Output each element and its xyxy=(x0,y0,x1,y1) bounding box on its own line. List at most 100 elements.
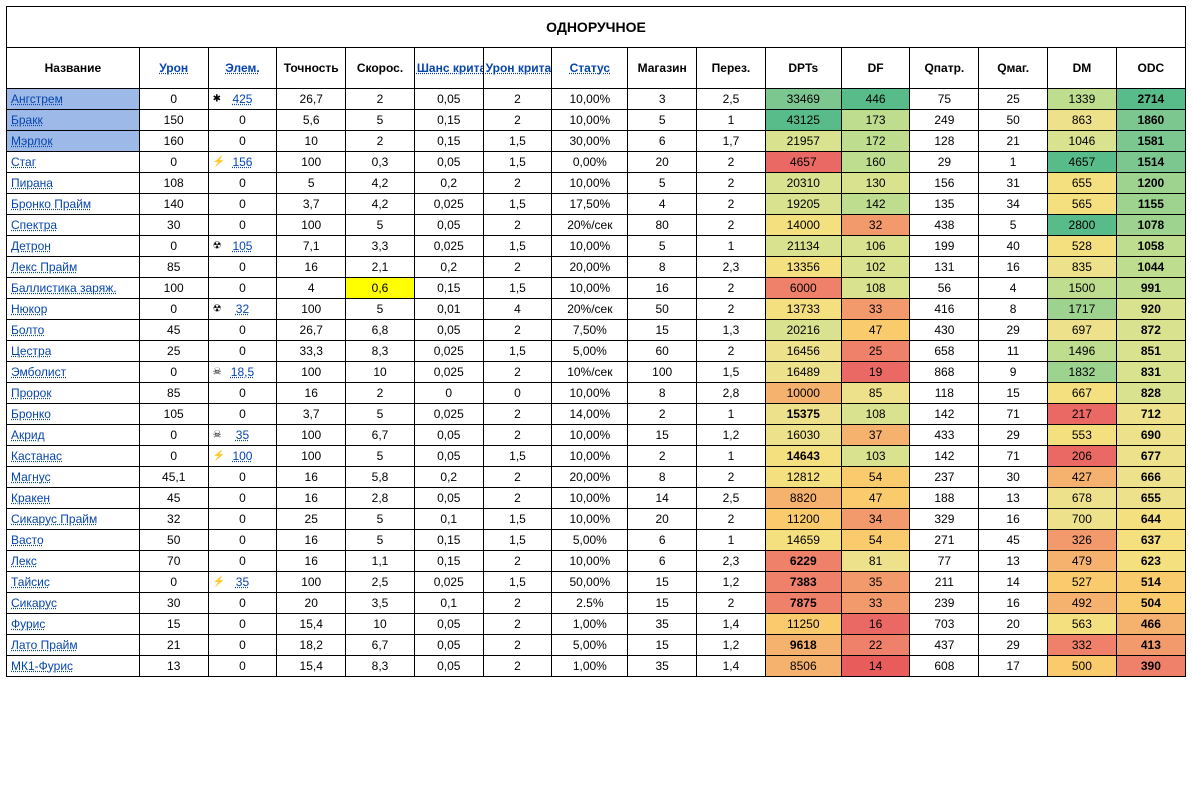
weapon-name[interactable]: Лато Прайм xyxy=(7,635,140,656)
weapon-name[interactable]: Фурис xyxy=(7,614,140,635)
cell: 2 xyxy=(483,110,552,131)
cell: 1717 xyxy=(1048,299,1117,320)
weapon-name[interactable]: Стаг xyxy=(7,152,140,173)
weapon-name[interactable]: Ангстрем xyxy=(7,89,140,110)
cell: 5 xyxy=(628,110,697,131)
weapon-name[interactable]: Тайсис xyxy=(7,572,140,593)
cell: 0 xyxy=(139,152,208,173)
cell[interactable]: ☠35 xyxy=(208,425,277,446)
weapon-name[interactable]: Бронко Прайм xyxy=(7,194,140,215)
weapon-name[interactable]: Болто xyxy=(7,320,140,341)
weapon-name[interactable]: Пирана xyxy=(7,173,140,194)
cell: 851 xyxy=(1116,341,1185,362)
cell: 1,1 xyxy=(346,551,415,572)
weapon-name[interactable]: Эмболист xyxy=(7,362,140,383)
table-row: Бронко10503,750,025214,00%21153751081427… xyxy=(7,404,1186,425)
cell: 2,1 xyxy=(346,257,415,278)
cell: 527 xyxy=(1048,572,1117,593)
col-header[interactable]: Урон крита xyxy=(483,48,552,89)
weapon-name[interactable]: Спектра xyxy=(7,215,140,236)
col-header[interactable]: Урон xyxy=(139,48,208,89)
cell: 7383 xyxy=(765,572,841,593)
cell[interactable]: ⚡156 xyxy=(208,152,277,173)
cell: 0 xyxy=(208,194,277,215)
weapon-name[interactable]: Мэрлок xyxy=(7,131,140,152)
weapon-name[interactable]: Цестра xyxy=(7,341,140,362)
cell: 437 xyxy=(910,635,979,656)
weapon-name[interactable]: Сикарус Прайм xyxy=(7,509,140,530)
cell: 8,3 xyxy=(346,341,415,362)
col-header: Скорос. xyxy=(346,48,415,89)
table-title: ОДНОРУЧНОЕ xyxy=(7,7,1186,48)
cell: 17,50% xyxy=(552,194,628,215)
cell: 31 xyxy=(979,173,1048,194)
col-header: ODC xyxy=(1116,48,1185,89)
cell: 2 xyxy=(483,488,552,509)
cell: 6,7 xyxy=(346,635,415,656)
cell[interactable]: ⚡100 xyxy=(208,446,277,467)
cell: 658 xyxy=(910,341,979,362)
cell: 75 xyxy=(910,89,979,110)
cell[interactable]: ⚡35 xyxy=(208,572,277,593)
cell: 45,1 xyxy=(139,467,208,488)
cell: 135 xyxy=(910,194,979,215)
cell: 100 xyxy=(139,278,208,299)
cell: 29 xyxy=(979,320,1048,341)
cell: 10,00% xyxy=(552,446,628,467)
cell: 15375 xyxy=(765,404,841,425)
cell: 2 xyxy=(346,383,415,404)
cell: 30 xyxy=(139,215,208,236)
cell: 5,00% xyxy=(552,635,628,656)
weapon-name[interactable]: Акрид xyxy=(7,425,140,446)
col-header[interactable]: Шанс крита xyxy=(414,48,483,89)
cell: 34 xyxy=(841,509,910,530)
cell: 56 xyxy=(910,278,979,299)
weapon-name[interactable]: МК1-Фурис xyxy=(7,656,140,677)
weapon-name[interactable]: Пророк xyxy=(7,383,140,404)
weapon-name[interactable]: Бракк xyxy=(7,110,140,131)
weapon-name[interactable]: Лекс xyxy=(7,551,140,572)
cell[interactable]: ✱425 xyxy=(208,89,277,110)
cell: 0,2 xyxy=(414,467,483,488)
weapon-name[interactable]: Бронко xyxy=(7,404,140,425)
table-body: Ангстрем0✱42526,720,05210,00%32,53346944… xyxy=(7,89,1186,677)
weapon-name[interactable]: Детрон xyxy=(7,236,140,257)
weapon-name[interactable]: Сикарус xyxy=(7,593,140,614)
cell: 10,00% xyxy=(552,551,628,572)
cell: 26,7 xyxy=(277,320,346,341)
table-row: Стаг0⚡1561000,30,051,50,00%2024657160291… xyxy=(7,152,1186,173)
cell: 16 xyxy=(277,530,346,551)
weapon-name[interactable]: Васто xyxy=(7,530,140,551)
cell[interactable]: ☢32 xyxy=(208,299,277,320)
weapon-name[interactable]: Магнус xyxy=(7,467,140,488)
cell: 131 xyxy=(910,257,979,278)
weapon-name[interactable]: Нюкор xyxy=(7,299,140,320)
weapon-name[interactable]: Баллистика заряж. xyxy=(7,278,140,299)
weapon-name[interactable]: Кракен xyxy=(7,488,140,509)
cell: 6229 xyxy=(765,551,841,572)
cell: 15 xyxy=(628,572,697,593)
cell: 19205 xyxy=(765,194,841,215)
cell: 20,00% xyxy=(552,257,628,278)
col-header[interactable]: Статус xyxy=(552,48,628,89)
cell: 100 xyxy=(277,152,346,173)
cell: 5,00% xyxy=(552,341,628,362)
cell: 35 xyxy=(841,572,910,593)
cell: 14 xyxy=(979,572,1048,593)
cell: 100 xyxy=(277,446,346,467)
cell: 3,3 xyxy=(346,236,415,257)
col-header[interactable]: Элем. xyxy=(208,48,277,89)
table-row: Сикарус300203,50,122.5%15278753323916492… xyxy=(7,593,1186,614)
col-header: DM xyxy=(1048,48,1117,89)
cell: 0 xyxy=(414,383,483,404)
weapon-name[interactable]: Лекс Прайм xyxy=(7,257,140,278)
table-row: Цестра25033,38,30,0251,55,00%60216456256… xyxy=(7,341,1186,362)
cell[interactable]: ☠18,5 xyxy=(208,362,277,383)
weapon-name[interactable]: Кастанас xyxy=(7,446,140,467)
cell[interactable]: ☢105 xyxy=(208,236,277,257)
cell: 332 xyxy=(1048,635,1117,656)
cell: 5,6 xyxy=(277,110,346,131)
cell: 2 xyxy=(697,194,766,215)
element-icon: ☠ xyxy=(213,430,222,441)
cell: 0 xyxy=(208,635,277,656)
